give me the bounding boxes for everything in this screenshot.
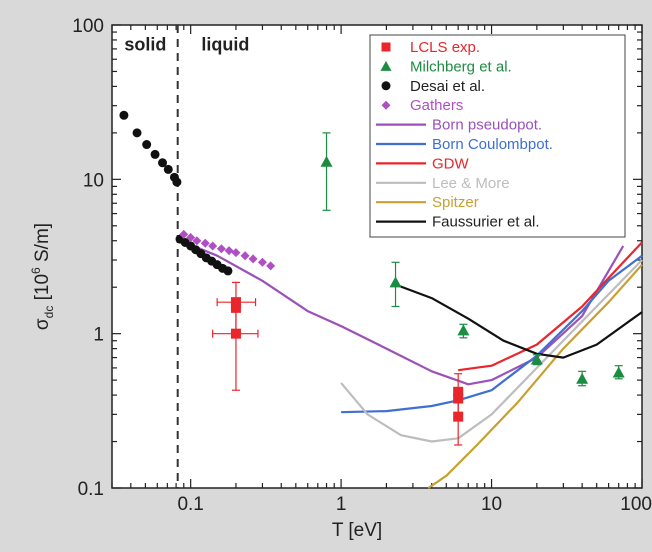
diamond-marker (192, 236, 202, 246)
circle-marker (119, 110, 129, 120)
circle-marker (163, 164, 173, 174)
region-label: liquid (201, 34, 249, 54)
square-marker (453, 386, 464, 397)
triangle-marker (380, 60, 392, 71)
y-axis-title-unit: [10 (32, 274, 53, 306)
triangle-marker (612, 366, 625, 378)
triangle-marker (457, 324, 470, 336)
y-tick-label: 100 (72, 16, 104, 37)
legend: LCLS exp. Milchberg et al. Desai et al. Gat… (369, 34, 626, 238)
circle-marker (172, 177, 182, 187)
triangle-marker (320, 155, 333, 167)
y-axis-title-unit-end: S/m] (32, 223, 53, 267)
circle-marker (132, 128, 142, 138)
diamond-marker (224, 246, 234, 256)
diamond-marker (208, 241, 218, 251)
diamond-marker (266, 261, 276, 271)
x-tick-label: 1 (336, 494, 347, 515)
legend-entry-label: Spitzer (432, 194, 479, 211)
diamond-marker (216, 244, 226, 254)
diamond-marker (231, 248, 241, 258)
region-label: solid (124, 34, 166, 54)
y-tick-label: 1 (93, 325, 104, 346)
circle-marker (150, 149, 160, 159)
diamond-marker (240, 251, 250, 261)
data-markers (119, 110, 625, 446)
diamond-marker (200, 238, 210, 248)
axis-labels: 0.1 1 10 100 0.1 1 10 100 T [eV] σdc [106 S/m] (29, 16, 652, 541)
square-marker (381, 42, 391, 52)
triangle-marker (576, 372, 589, 384)
legend-entry-label: Lee & More (432, 175, 510, 192)
square-marker (453, 411, 464, 422)
legend-entry-label: Gathers (410, 97, 463, 114)
model-curves (179, 239, 643, 489)
phase-boundary: solid liquid (124, 25, 249, 488)
y-axis-title-subscript: dc (42, 306, 56, 319)
y-tick-label: 0.1 (78, 479, 104, 500)
x-tick-label: 100 (620, 494, 652, 515)
diamond-marker (179, 229, 189, 239)
legend-entry-label: Born Coulombpot. (432, 136, 553, 153)
diamond-marker (186, 232, 196, 242)
circle-marker (158, 158, 168, 168)
y-tick-label: 10 (83, 170, 104, 191)
x-axis-title: T [eV] (332, 520, 382, 541)
legend-entry-label: GDW (432, 155, 470, 172)
curve-born-pseudopot- (179, 239, 625, 386)
curve-gdw (458, 241, 643, 372)
x-tick-label: 0.1 (177, 494, 203, 515)
y-axis-title: σdc [106 S/m] (29, 223, 56, 330)
y-axis-title-symbol: σ (32, 318, 53, 330)
x-tick-label: 10 (481, 494, 502, 515)
legend-entry-label: Desai et al. (410, 78, 485, 95)
diamond-marker (381, 100, 391, 110)
curve-born-coulombpot- (341, 254, 643, 414)
legend-entry-label: LCLS exp. (410, 39, 480, 56)
circle-marker (142, 140, 152, 150)
triangle-marker (530, 353, 543, 365)
square-marker (230, 328, 241, 339)
legend-box (369, 34, 626, 238)
legend-entry-label: Milchberg et al. (410, 58, 512, 75)
y-axis-title-exponent: 6 (29, 267, 43, 274)
triangle-marker (389, 276, 402, 288)
legend-entry-label: Faussurier et al. (432, 214, 540, 231)
diamond-marker (248, 254, 258, 264)
diamond-marker (257, 257, 267, 267)
legend-entry-label: Born pseudopot. (432, 117, 542, 134)
circle-marker (223, 266, 233, 276)
circle-marker (381, 81, 391, 91)
square-marker (230, 297, 241, 308)
axis-ticks (111, 24, 643, 489)
curve-faussurier-et-al- (397, 284, 643, 359)
curve-spitzer (427, 263, 643, 489)
